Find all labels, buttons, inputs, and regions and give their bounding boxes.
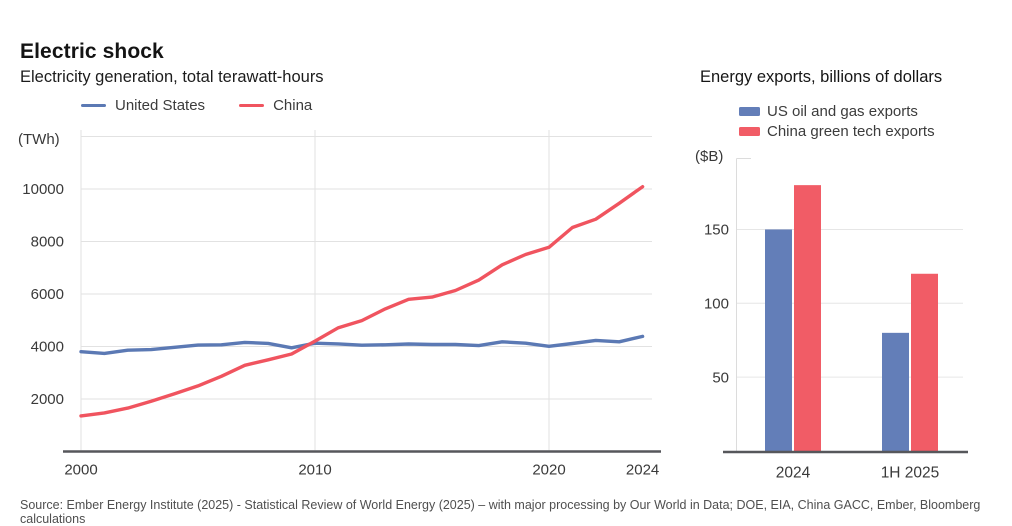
x-tick-label-2010: 2010 (298, 462, 331, 479)
page-title: Electric shock (20, 40, 164, 63)
legend-item-china: China (239, 97, 312, 114)
bar-y-tick-label-100: 100 (704, 296, 729, 313)
legend-item-china-green-tech: China green tech exports (739, 123, 935, 140)
united-states-line-swatch (81, 103, 106, 108)
china-line-swatch (239, 103, 265, 108)
line-chart-subtitle: Electricity generation, total terawatt-h… (20, 68, 324, 86)
y-tick-label-2000: 2000 (31, 391, 64, 408)
bar-y-tick-label-150: 150 (704, 222, 729, 239)
bar-us-oil-and-gas-exports-1h-2025 (882, 332, 909, 452)
bar-us-oil-and-gas-exports-2024 (765, 229, 792, 452)
us-bar-swatch (739, 106, 760, 117)
legend-label: China green tech exports (767, 123, 935, 140)
bar-chart-title: Energy exports, billions of dollars (700, 68, 943, 86)
bar-chart-legend: US oil and gas exports China green tech … (739, 103, 935, 140)
line-chart-unit-label: (TWh) (18, 131, 60, 148)
bar-y-tick-label-50: 50 (712, 369, 729, 386)
x-tick-label-2000: 2000 (64, 462, 97, 479)
legend-item-us-oil-gas: US oil and gas exports (739, 103, 935, 120)
legend-label: China (273, 97, 313, 114)
united-states-line (79, 334, 645, 356)
china-line (79, 184, 645, 418)
line-chart-legend: United States China (81, 97, 312, 114)
bar-x-tick-label-1h-2025: 1H 2025 (881, 465, 940, 482)
y-tick-label-6000: 6000 (31, 286, 64, 303)
bar-china-green-tech-exports-1h-2025 (911, 273, 938, 452)
source-note: Source: Ember Energy Institute (2025) - … (20, 498, 981, 526)
legend-label: US oil and gas exports (767, 103, 918, 120)
y-tick-label-8000: 8000 (31, 234, 64, 251)
bar-x-tick-label-2024: 2024 (776, 465, 811, 482)
y-tick-label-10000: 10000 (22, 181, 64, 198)
china-bar-swatch (739, 126, 760, 137)
x-tick-label-2020: 2020 (532, 462, 565, 479)
bar-chart-unit-label: ($B) (695, 148, 724, 165)
legend-item-united-states: United States (81, 97, 205, 114)
bar-china-green-tech-exports-2024 (794, 185, 821, 452)
legend-label: United States (115, 97, 206, 114)
y-tick-label-4000: 4000 (31, 339, 64, 356)
x-tick-label-2024: 2024 (626, 462, 659, 479)
